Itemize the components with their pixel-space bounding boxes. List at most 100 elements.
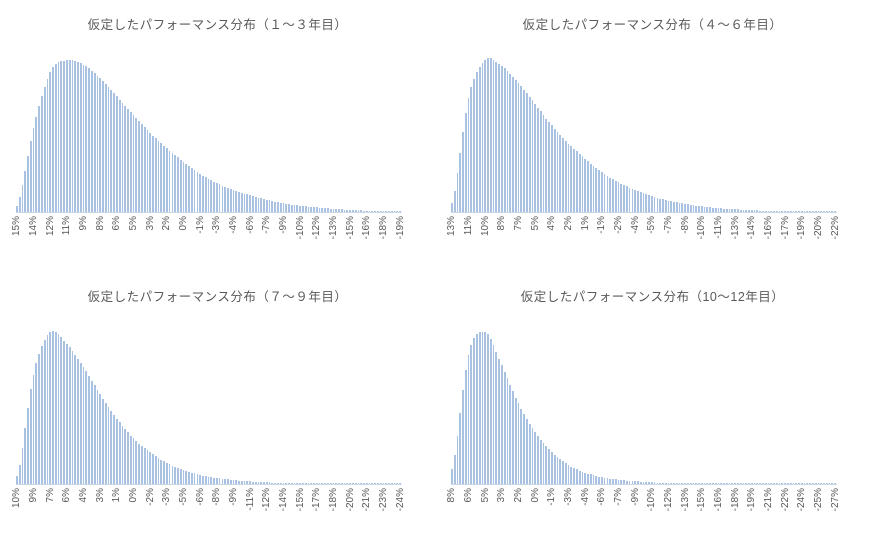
histogram-bar: [748, 483, 750, 484]
histogram-bar: [313, 483, 315, 484]
histogram-bar: [35, 363, 38, 484]
histogram-bar: [762, 483, 764, 484]
histogram-bar: [229, 188, 232, 212]
histogram-bar: [340, 209, 343, 212]
histogram-bar: [318, 483, 321, 484]
histogram-bar: [798, 211, 800, 212]
histogram-bar: [296, 483, 299, 484]
histogram-bar: [714, 483, 717, 484]
x-axis-tick-label: 6%: [111, 216, 123, 231]
histogram-bar: [750, 483, 753, 484]
x-axis-tick-label: 6%: [463, 488, 475, 503]
histogram-bar: [523, 414, 525, 484]
histogram-bar: [46, 335, 49, 484]
histogram-bar: [388, 211, 390, 212]
histogram-bar: [165, 462, 168, 484]
histogram-bar: [360, 483, 363, 484]
histogram-bar: [321, 207, 324, 212]
histogram-bar: [315, 207, 318, 212]
histogram-bar: [324, 483, 326, 484]
x-axis-tick-label: 8%: [94, 216, 106, 231]
histogram-bar: [52, 330, 54, 484]
histogram-bar: [210, 477, 213, 484]
histogram-bar: [495, 351, 498, 484]
histogram-bar: [304, 483, 307, 484]
x-axis-tick-label: -2%: [144, 488, 156, 506]
histogram-bar: [756, 210, 759, 212]
histogram-bar: [673, 483, 675, 484]
histogram-bar: [695, 483, 698, 484]
histogram-bar: [692, 483, 695, 484]
histogram-bar: [625, 480, 628, 484]
x-axis-tick-label: -13%: [679, 488, 691, 512]
histogram-bar: [575, 469, 578, 484]
histogram-bar: [127, 432, 129, 484]
histogram-bar: [157, 457, 160, 484]
histogram-bar: [723, 483, 725, 484]
histogram-bar: [185, 164, 188, 212]
x-axis-tick-label: -2%: [613, 216, 624, 234]
histogram-bar: [307, 483, 310, 484]
histogram-bar: [470, 87, 473, 212]
x-axis-tick-label: -17%: [311, 488, 323, 512]
x-axis-tick-label: 14%: [28, 216, 40, 237]
histogram-bar: [828, 211, 831, 212]
histogram-bar: [190, 472, 193, 484]
x-axis-tick-label: -17%: [779, 216, 791, 240]
x-axis-tick-label: 4%: [546, 216, 558, 231]
histogram-bar: [143, 447, 146, 484]
histogram-bar: [673, 201, 675, 212]
histogram-bar: [456, 435, 459, 484]
histogram-bar: [567, 465, 570, 484]
histogram-bar: [54, 331, 57, 484]
histogram-bar: [179, 159, 182, 212]
histogram-bar: [620, 480, 623, 484]
x-axis-tick-label: -5%: [646, 216, 658, 234]
histogram-bar: [634, 481, 637, 484]
histogram-bar: [160, 143, 163, 212]
histogram-bar: [750, 210, 753, 212]
histogram-bar: [800, 211, 803, 212]
histogram-bar: [662, 199, 664, 212]
histogram-bar: [385, 483, 388, 484]
histogram-bar: [352, 483, 354, 484]
histogram-bar: [124, 105, 127, 212]
histogram-bar: [246, 194, 249, 212]
histogram-bar: [149, 132, 152, 212]
histogram-bar: [318, 207, 321, 212]
histogram-bar: [823, 483, 825, 484]
histogram-bar: [478, 332, 481, 484]
histogram-bar: [564, 140, 567, 212]
histogram-bar: [124, 429, 127, 484]
histogram-bar: [207, 178, 210, 212]
histogram-bar: [667, 482, 670, 484]
histogram-bar: [190, 168, 193, 212]
x-axis-tick-label: 0%: [128, 488, 140, 503]
x-axis-tick-label: -4%: [629, 216, 641, 234]
histogram-bar: [578, 470, 581, 484]
histogram-bar: [762, 210, 764, 212]
histogram-bar: [327, 483, 329, 484]
histogram-bar: [637, 481, 639, 484]
histogram-bar: [467, 98, 470, 212]
x-axis-tick-label: -22%: [829, 216, 841, 240]
histogram-bar: [40, 96, 43, 212]
histogram-bar: [814, 211, 817, 212]
histogram-bar: [737, 483, 739, 484]
x-axis-tick-label: -4%: [227, 216, 239, 234]
histogram-bar: [717, 208, 720, 212]
histogram-bar: [814, 483, 817, 484]
x-axis-labels: 13% 11% 10% 8% 7% 5% 4% 2% 1% -1% -2% -4% -5% -7% -8% -…: [446, 214, 840, 268]
x-axis-tick-label: -21%: [762, 488, 774, 512]
x-axis-tick-label: 3%: [144, 216, 156, 231]
x-axis-tick-label: -12%: [662, 488, 674, 512]
histogram-bar: [104, 402, 107, 484]
x-axis-tick-label: -1%: [596, 216, 608, 234]
histogram-bar: [204, 476, 207, 484]
histogram-bar: [221, 185, 224, 212]
histogram-bar: [179, 468, 182, 484]
x-axis-tick-label: -13%: [729, 216, 741, 240]
histogram-bar: [218, 478, 221, 484]
histogram-bar: [110, 90, 113, 212]
